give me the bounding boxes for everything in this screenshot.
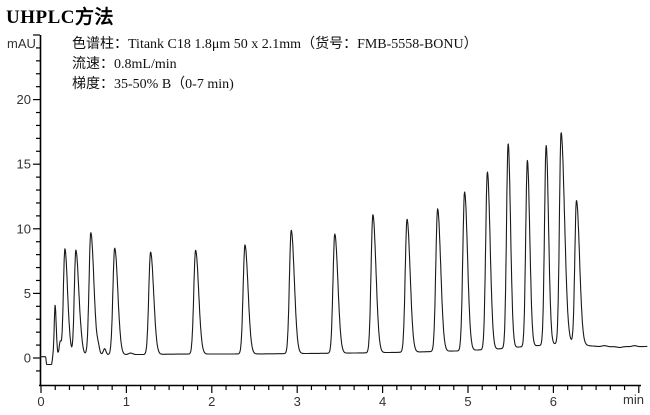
y-tick-label: 20 (17, 92, 31, 107)
method-info: 色谱柱：Titank C18 1.8μm 50 x 2.1mm（货号：FMB-5… (72, 35, 478, 95)
method-gradient-line: 梯度：35-50% B（0-7 min) (72, 77, 234, 92)
x-tick-label: 3 (294, 394, 301, 409)
x-tick-label: 6 (550, 394, 557, 409)
y-tick-label: 15 (17, 157, 31, 172)
x-tick-label: 1 (123, 394, 130, 409)
x-tick-label: 0 (37, 394, 44, 409)
x-tick-label: 2 (208, 394, 215, 409)
x-tick-label: 4 (379, 394, 386, 409)
method-column-line: 色谱柱：Titank C18 1.8μm 50 x 2.1mm（货号：FMB-5… (72, 37, 478, 52)
x-tick-label: 5 (464, 394, 471, 409)
y-tick-label: 10 (17, 221, 31, 236)
chromatogram-trace (39, 132, 648, 366)
method-flow-rate-line: 流速：0.8mL/min (72, 57, 177, 72)
y-axis-unit-label: mAU (7, 36, 36, 51)
y-tick-label: 5 (24, 286, 31, 301)
x-axis-unit-label: min (623, 392, 644, 407)
y-tick-label: 0 (24, 351, 31, 366)
page-title: UHPLC方法 (6, 7, 115, 28)
